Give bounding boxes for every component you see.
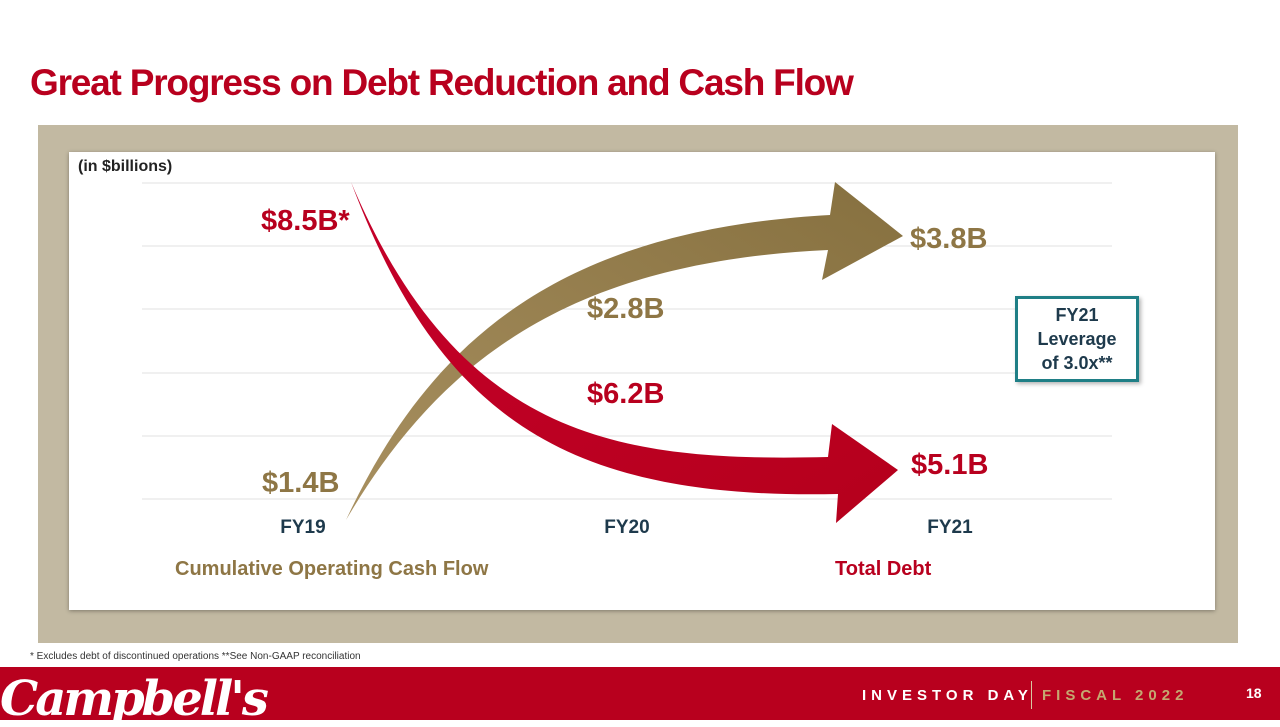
x-tick-FY19: FY19: [280, 517, 325, 538]
legend-cash-flow: Cumulative Operating Cash Flow: [175, 558, 489, 580]
leverage-box: FY21 Leverage of 3.0x**: [1015, 296, 1139, 382]
x-tick-FY20: FY20: [604, 517, 649, 538]
slide-title: Great Progress on Debt Reduction and Cas…: [30, 62, 854, 103]
event-label: INVESTOR DAY: [862, 687, 1033, 704]
debt-label-fy19: $8.5B*: [261, 205, 350, 237]
x-tick-FY21: FY21: [927, 517, 973, 538]
gridlines: [142, 182, 1112, 500]
debt-label-fy21: $5.1B: [911, 449, 988, 481]
footer-divider: [1031, 681, 1032, 709]
cash-flow-arrow: [346, 182, 903, 520]
campbells-logo: Campbell's: [0, 671, 269, 727]
fiscal-label: FISCAL 2022: [1042, 687, 1189, 704]
debt-arrow: [351, 182, 898, 523]
cash-label-fy20: $2.8B: [587, 293, 664, 325]
footnote: * Excludes debt of discontinued operatio…: [30, 651, 361, 662]
legend-total-debt: Total Debt: [835, 558, 932, 580]
cash-label-fy19: $1.4B: [262, 467, 339, 499]
page-number: 18: [1246, 685, 1262, 701]
cash-label-fy21: $3.8B: [910, 223, 987, 255]
debt-label-fy20: $6.2B: [587, 378, 664, 410]
units-label: (in $billions): [78, 158, 173, 175]
leverage-line-3: of 3.0x**: [1041, 353, 1113, 373]
footer-bar: Campbell's INVESTOR DAY FISCAL 2022 18: [0, 667, 1280, 727]
leverage-line-2: Leverage: [1037, 329, 1117, 349]
leverage-line-1: FY21: [1055, 305, 1099, 325]
